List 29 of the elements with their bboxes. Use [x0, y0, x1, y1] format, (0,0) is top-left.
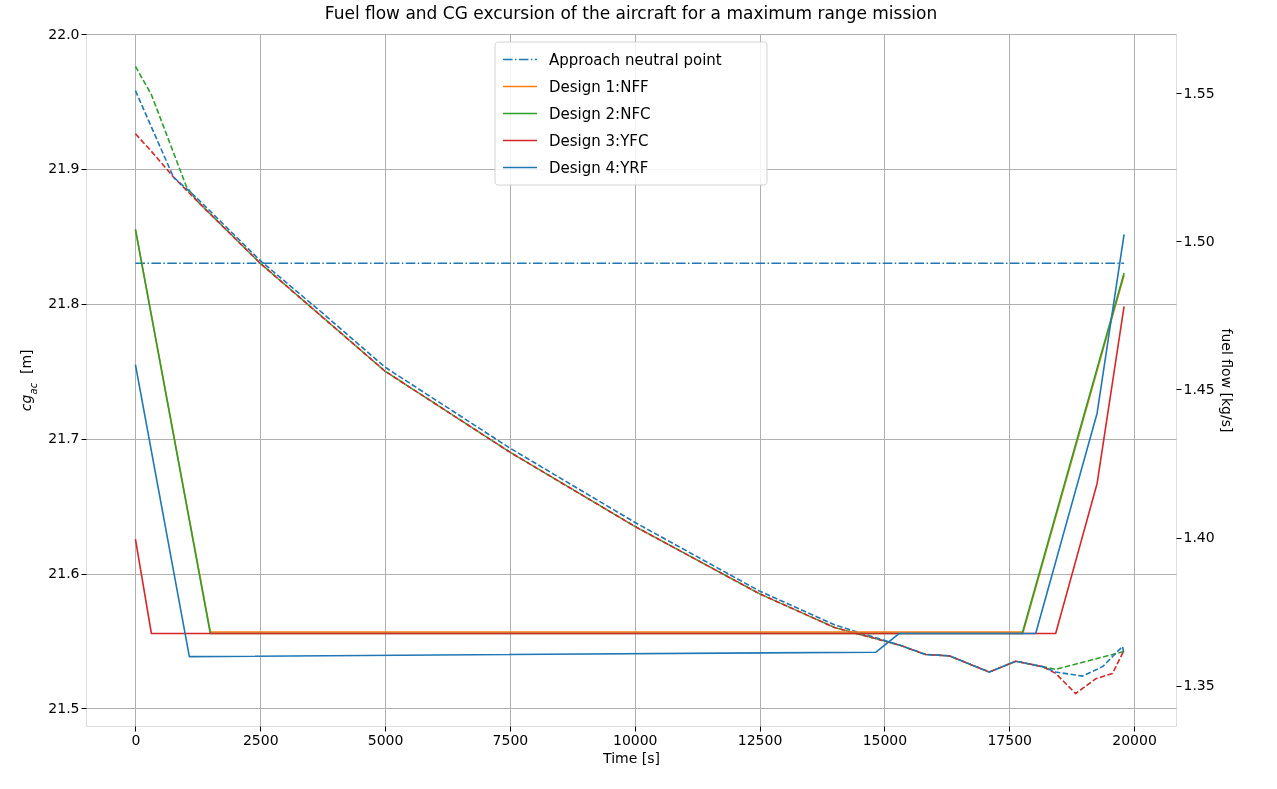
x-tick-label: 0	[131, 731, 141, 748]
x-tick-label: 5000	[367, 731, 404, 748]
y-tick-label: 21.9	[48, 160, 80, 177]
y2-axis-title: fuel flow [kg/s]	[1218, 328, 1235, 433]
y-tick-label: 21.5	[48, 699, 80, 716]
x-tick-label: 17500	[987, 731, 1032, 748]
y-tick-label: 22.0	[48, 25, 80, 42]
y2-tick-label: 1.35	[1183, 677, 1215, 694]
legend-label: Design 3:YFC	[549, 131, 649, 150]
y2-tick-label: 1.55	[1183, 84, 1215, 101]
y-tick-label: 21.8	[48, 295, 80, 312]
x-tick-label: 15000	[862, 731, 908, 748]
legend-label: Design 1:NFF	[549, 77, 649, 96]
x-tick-label: 12500	[737, 731, 783, 748]
x-axis-title: Time [s]	[602, 749, 660, 766]
y-axis-title: cgac [m]	[18, 349, 39, 412]
y2-tick-label: 1.50	[1183, 232, 1215, 249]
y2-tick-label: 1.45	[1183, 380, 1215, 397]
x-tick-label: 10000	[612, 731, 658, 748]
y-tick-label: 21.7	[48, 430, 80, 447]
chart-title: Fuel flow and CG excursion of the aircraft for a maximum range mission	[324, 3, 938, 23]
y-tick-label: 21.6	[48, 565, 80, 582]
x-tick-label: 20000	[1112, 731, 1157, 748]
x-tick-label: 2500	[242, 731, 279, 748]
y2-tick-label: 1.40	[1183, 529, 1215, 546]
x-tick-label: 7500	[492, 731, 529, 748]
legend-label: Design 2:NFC	[549, 104, 651, 123]
legend-label: Design 4:YRF	[549, 158, 649, 177]
legend-label: Approach neutral point	[549, 50, 722, 69]
